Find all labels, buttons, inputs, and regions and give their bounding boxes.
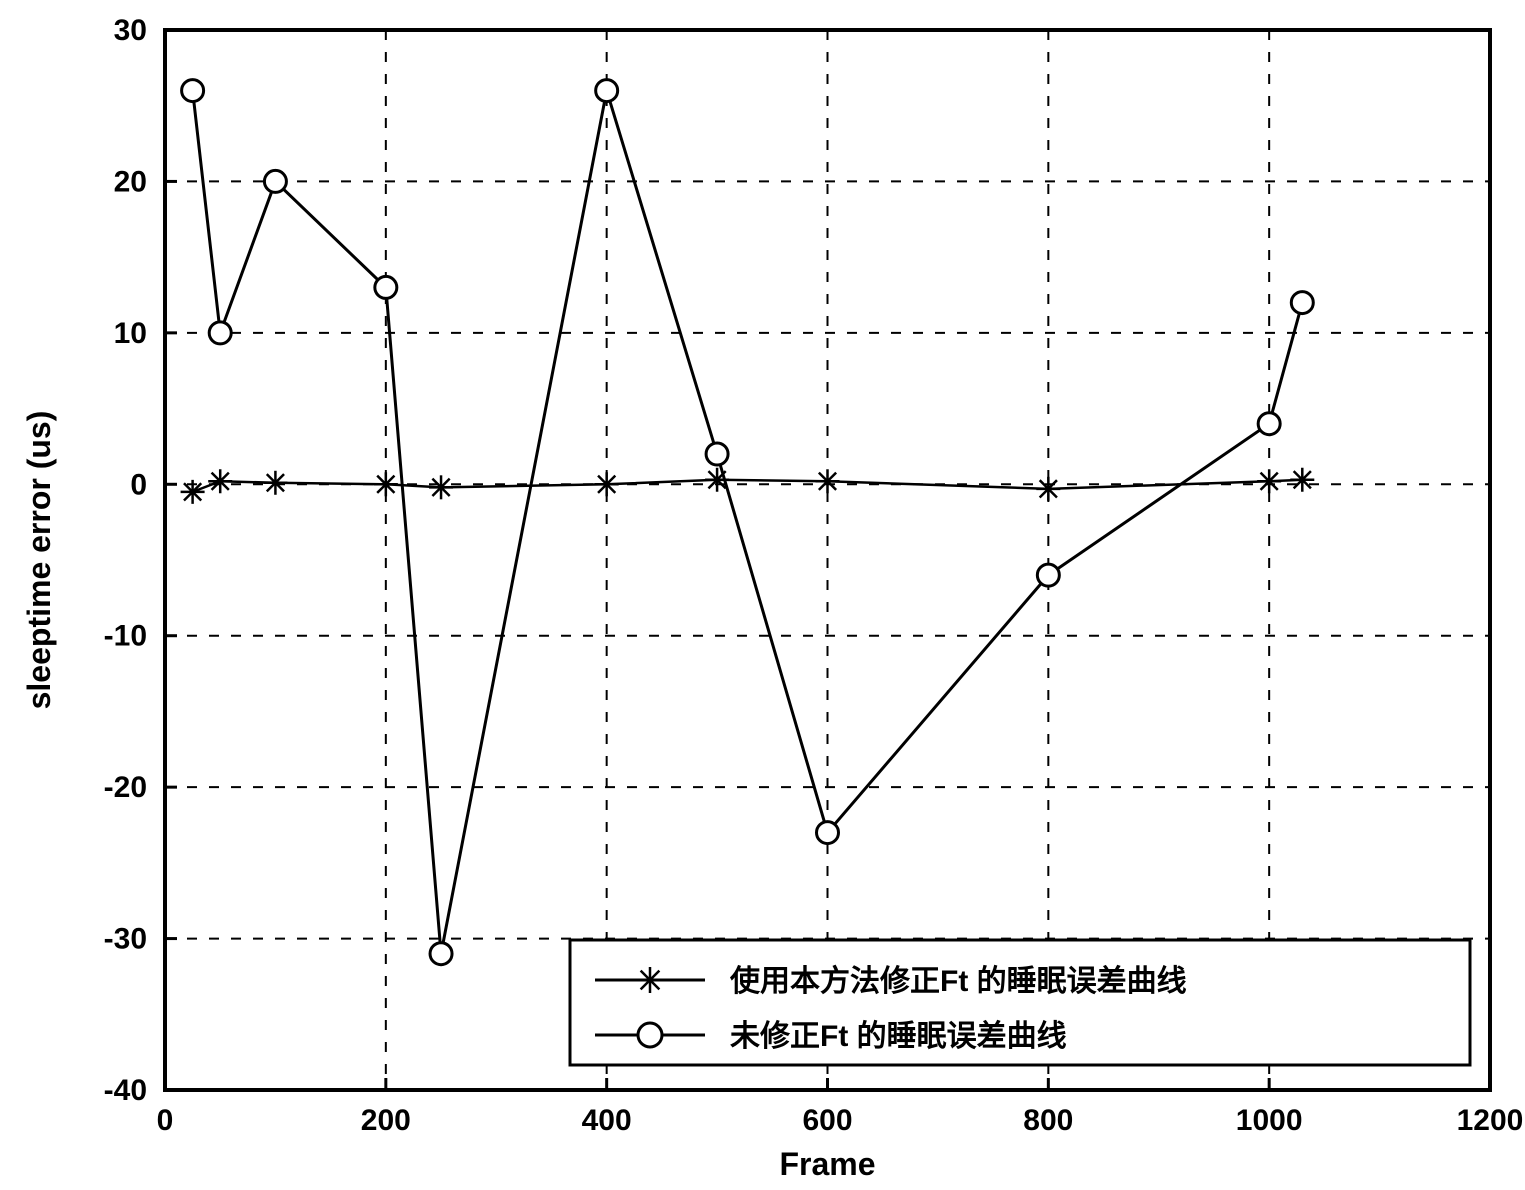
legend-label: 使用本方法修正Ft 的睡眠误差曲线 — [729, 964, 1187, 998]
x-tick-label: 0 — [157, 1104, 174, 1137]
y-tick-label: -30 — [104, 923, 147, 956]
circle-marker — [1291, 292, 1313, 314]
y-tick-label: 20 — [114, 165, 147, 198]
circle-marker — [706, 443, 728, 465]
x-tick-label: 1200 — [1457, 1104, 1524, 1137]
asterisk-marker — [637, 967, 663, 993]
circle-marker — [375, 276, 397, 298]
x-tick-label: 1000 — [1236, 1104, 1303, 1137]
asterisk-marker — [208, 469, 232, 493]
x-axis-title: Frame — [779, 1146, 875, 1182]
y-tick-label: -20 — [104, 771, 147, 804]
asterisk-marker — [429, 475, 453, 499]
x-tick-label: 400 — [582, 1104, 632, 1137]
circle-marker — [1258, 413, 1280, 435]
y-tick-label: 30 — [114, 14, 147, 47]
x-tick-label: 200 — [361, 1104, 411, 1137]
asterisk-marker — [181, 480, 205, 504]
circle-marker — [430, 943, 452, 965]
x-tick-label: 800 — [1023, 1104, 1073, 1137]
y-axis-title: sleeptime error (us) — [21, 411, 57, 710]
circle-marker — [638, 1023, 662, 1047]
asterisk-marker — [1257, 469, 1281, 493]
circle-marker — [596, 80, 618, 102]
legend-label: 未修正Ft 的睡眠误差曲线 — [730, 1020, 1067, 1053]
y-tick-label: -10 — [104, 620, 147, 653]
circle-marker — [817, 822, 839, 844]
asterisk-marker — [263, 471, 287, 495]
circle-marker — [1037, 564, 1059, 586]
y-tick-label: -40 — [104, 1074, 147, 1107]
x-tick-label: 600 — [802, 1104, 852, 1137]
circle-marker — [209, 322, 231, 344]
asterisk-marker — [1290, 468, 1314, 492]
chart-container: 0 200 400 600 800 1000 1200 -40 -30 -20 -10 0 10 20 30… — [0, 0, 1525, 1190]
y-tick-label: 10 — [114, 317, 147, 350]
legend: 使用本方法修正Ft 的睡眠误差曲线未修正Ft 的睡眠误差曲线 — [570, 940, 1470, 1065]
circle-marker — [264, 170, 286, 192]
asterisk-marker — [595, 472, 619, 496]
circle-marker — [182, 80, 204, 102]
chart-svg: 0 200 400 600 800 1000 1200 -40 -30 -20 -10 0 10 20 30… — [0, 0, 1525, 1190]
y-tick-label: 0 — [130, 468, 147, 501]
asterisk-marker — [1036, 477, 1060, 501]
asterisk-marker — [816, 469, 840, 493]
asterisk-marker — [374, 472, 398, 496]
